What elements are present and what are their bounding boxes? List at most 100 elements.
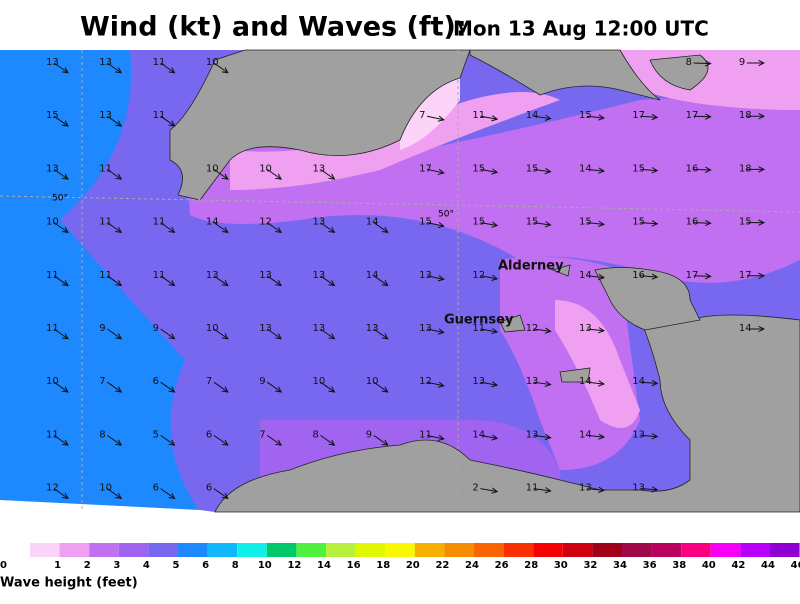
wind-arrow (320, 275, 335, 286)
wind-speed: 13 (526, 376, 539, 387)
land (169, 49, 800, 513)
legend-swatch (296, 543, 326, 557)
wind-arrow-head (275, 280, 283, 287)
wind-arrow (426, 275, 444, 280)
wind-arrow (693, 168, 711, 171)
wind-arrow (586, 381, 604, 385)
wind-speed: 11 (99, 270, 112, 281)
sea-deep (0, 50, 200, 512)
wind-arrow (693, 275, 711, 277)
wind-arrow-head (221, 280, 229, 287)
wind-arrow-head (598, 273, 606, 281)
legend-swatch (118, 543, 149, 557)
england-west (169, 49, 471, 201)
wind-arrow-head (437, 115, 445, 122)
wind-speed: 10 (46, 217, 59, 228)
wind-speed: 11 (419, 429, 432, 440)
wind-arrow (586, 488, 604, 491)
wind-arrow (320, 434, 335, 446)
legend-label: 8 (232, 560, 239, 571)
wind-speed: 11 (472, 323, 485, 334)
wind-speed: 10 (313, 376, 326, 387)
wind-speed: 15 (46, 110, 59, 121)
wind-speed: 10 (206, 163, 219, 174)
wind-arrow-head (758, 219, 766, 226)
wind-arrow-head (168, 67, 176, 74)
wind-speed: 9 (366, 429, 372, 440)
wind-arrow-head (115, 120, 123, 127)
wind-speed: 16 (686, 163, 699, 174)
wind-arrow-head (598, 486, 606, 493)
wind-arrow-head (115, 492, 123, 499)
wind-arrow-head (437, 221, 445, 229)
wind-arrow (693, 62, 711, 65)
legend-swatch (622, 543, 652, 557)
wind-arrow (373, 381, 389, 393)
wind-arrow (213, 62, 229, 74)
legend-label: 2 (84, 560, 91, 571)
wind-speed: 12 (419, 376, 432, 387)
wind-arrow-head (491, 274, 499, 281)
legend-swatch (444, 543, 474, 557)
wind-arrow-head (704, 60, 712, 67)
wind-arrow (266, 275, 282, 286)
wind-arrow (426, 381, 444, 387)
wind-arrow-head (381, 386, 389, 393)
wind-arrow-head (221, 226, 229, 233)
wind-arrow (107, 115, 122, 127)
wind-arrow-head (168, 333, 176, 340)
wind-arrow-head (168, 439, 176, 446)
wind-speed: 13 (206, 270, 219, 281)
wind-arrow-head (275, 173, 283, 180)
legend-caption: Wave height (feet) (0, 576, 138, 591)
wind-speed: 14 (579, 429, 592, 440)
wind-arrow (53, 488, 69, 499)
wind-speed: 15 (632, 217, 645, 228)
wind-arrow (480, 168, 498, 173)
wind-speed: 12 (259, 217, 272, 228)
wind-arrow-head (598, 327, 606, 334)
wind-arrow (640, 275, 658, 278)
parallel (0, 195, 800, 213)
wind-arrow (160, 328, 175, 340)
wind-speed: 14 (206, 217, 219, 228)
wind-speed: 13 (632, 483, 645, 494)
wind-speed: 13 (579, 323, 592, 334)
wind-arrow (107, 168, 122, 180)
wind-speed: 14 (632, 376, 645, 387)
legend-label: 46 (791, 560, 800, 571)
wind-arrow-head (221, 333, 229, 340)
wind-speed: 15 (579, 217, 592, 228)
wind-arrow-head (544, 380, 552, 387)
wind-arrow-head (221, 67, 229, 74)
wind-speed: 8 (99, 429, 105, 440)
legend-swatch (474, 543, 504, 557)
wind-speed: 14 (366, 270, 379, 281)
wind-arrow-head (704, 113, 712, 120)
wind-arrow-head (61, 120, 69, 127)
wind-arrow (640, 488, 658, 491)
wind-speed: 10 (206, 57, 219, 68)
wind-arrow (107, 381, 122, 393)
wind-speed: 2 (472, 483, 478, 494)
wind-arrow (320, 168, 335, 180)
wind-speed: 13 (259, 323, 272, 334)
legend-label: 36 (643, 560, 657, 571)
wind-arrow (480, 328, 498, 333)
wind-arrow-head (704, 166, 712, 173)
wind-speed: 10 (99, 483, 112, 494)
wind-speed: 13 (366, 323, 379, 334)
wind-speed: 7 (259, 429, 265, 440)
legend-swatch (326, 543, 356, 557)
legend-swatch (355, 543, 386, 557)
wind-speed: 6 (206, 429, 212, 440)
wind-arrow (586, 168, 604, 172)
wind-arrow (53, 62, 69, 74)
legend-swatch (740, 543, 770, 557)
wind-arrow-head (275, 226, 283, 233)
legend-label: 14 (317, 560, 331, 571)
wind-arrow-head (651, 433, 659, 440)
wind-arrow-head (381, 226, 389, 233)
wind-arrow (480, 381, 498, 386)
